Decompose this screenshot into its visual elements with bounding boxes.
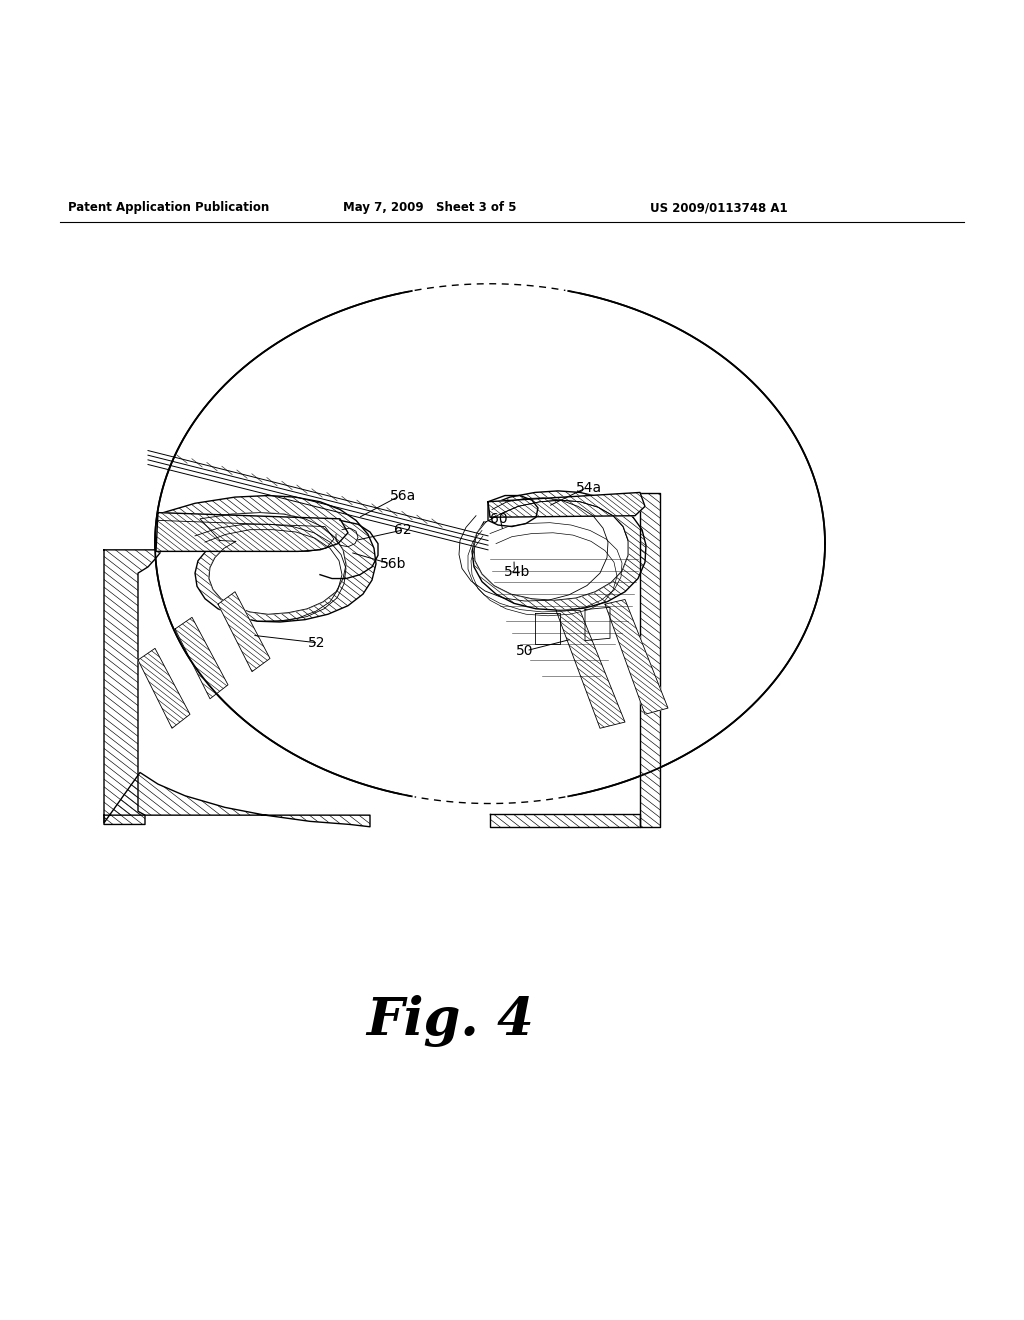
Polygon shape xyxy=(488,492,645,517)
Text: US 2009/0113748 A1: US 2009/0113748 A1 xyxy=(650,201,787,214)
Polygon shape xyxy=(138,648,190,729)
Polygon shape xyxy=(640,494,660,826)
Text: Fig. 4: Fig. 4 xyxy=(366,995,534,1047)
Text: 54a: 54a xyxy=(575,480,602,495)
Polygon shape xyxy=(490,813,640,826)
Text: 52: 52 xyxy=(308,636,326,649)
Polygon shape xyxy=(104,772,370,826)
Text: 50: 50 xyxy=(516,644,534,657)
Polygon shape xyxy=(218,591,270,672)
Polygon shape xyxy=(200,512,346,614)
Polygon shape xyxy=(158,495,376,622)
Text: Patent Application Publication: Patent Application Publication xyxy=(68,201,269,214)
Text: 56a: 56a xyxy=(390,488,416,503)
Polygon shape xyxy=(175,618,228,698)
Polygon shape xyxy=(156,512,348,552)
Text: 62: 62 xyxy=(394,523,412,537)
Text: May 7, 2009   Sheet 3 of 5: May 7, 2009 Sheet 3 of 5 xyxy=(343,201,517,214)
Polygon shape xyxy=(556,610,625,729)
Text: 54b: 54b xyxy=(504,565,530,578)
Polygon shape xyxy=(605,599,668,714)
Polygon shape xyxy=(104,550,160,825)
Polygon shape xyxy=(474,500,628,601)
Polygon shape xyxy=(472,491,646,610)
Text: 60: 60 xyxy=(490,512,508,525)
Text: 56b: 56b xyxy=(380,557,407,570)
